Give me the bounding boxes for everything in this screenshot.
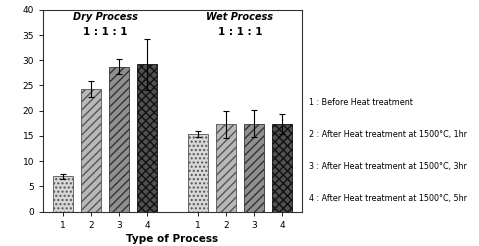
Bar: [109, 67, 129, 212]
Text: Dry Process: Dry Process: [72, 12, 137, 22]
Bar: [244, 124, 264, 212]
Text: 4 : After Heat treatment at 1500°C, 5hr: 4 : After Heat treatment at 1500°C, 5hr: [309, 194, 467, 203]
Text: 1 : 1 : 1: 1 : 1 : 1: [83, 28, 127, 37]
Bar: [137, 64, 157, 212]
Bar: [272, 124, 292, 212]
Bar: [81, 89, 101, 212]
Text: 3 : After Heat treatment at 1500°C, 3hr: 3 : After Heat treatment at 1500°C, 3hr: [309, 162, 467, 171]
Text: 1 : 1 : 1: 1 : 1 : 1: [217, 28, 262, 37]
Bar: [188, 134, 207, 212]
Bar: [216, 124, 236, 212]
X-axis label: Type of Process: Type of Process: [126, 234, 218, 244]
Text: 2 : After Heat treatment at 1500°C, 1hr: 2 : After Heat treatment at 1500°C, 1hr: [309, 130, 467, 139]
Text: Wet Process: Wet Process: [206, 12, 274, 22]
Text: 1 : Before Heat treatment: 1 : Before Heat treatment: [309, 98, 413, 108]
Bar: [53, 176, 73, 212]
